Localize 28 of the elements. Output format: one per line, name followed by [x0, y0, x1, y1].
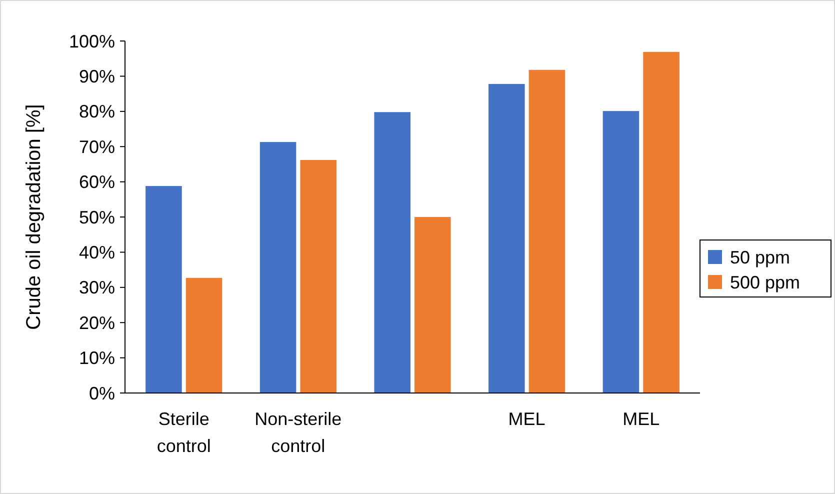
- y-tick-label: 80%: [78, 102, 115, 122]
- y-tick-label: 30%: [78, 278, 115, 298]
- x-tick-label: MEL: [508, 409, 546, 429]
- bar: [146, 186, 182, 393]
- y-tick-label: 50%: [78, 207, 115, 228]
- legend-label: 500 ppm: [730, 272, 800, 292]
- bar: [300, 160, 336, 393]
- legend-label: 50 ppm: [730, 247, 790, 268]
- y-axis-title: Crude oil degradation [%]: [23, 104, 45, 330]
- x-tick-label: MEL: [622, 409, 660, 429]
- bar: [374, 112, 410, 393]
- x-tick-label: Sterile control: [156, 409, 211, 456]
- y-tick-label: 100%: [68, 31, 115, 52]
- y-tick-label: 40%: [78, 242, 115, 262]
- y-tick-label: 20%: [78, 312, 115, 333]
- y-tick-label: 90%: [78, 66, 115, 86]
- y-tick-label: 0%: [88, 383, 115, 404]
- bar: [602, 111, 640, 393]
- bar: [488, 84, 525, 393]
- bar: [528, 70, 566, 393]
- y-tick-label: 10%: [78, 348, 115, 368]
- y-tick-label: 60%: [78, 172, 115, 192]
- bar: [186, 278, 222, 393]
- bar: [643, 52, 680, 393]
- bar: [260, 142, 296, 393]
- y-tick-label: 70%: [78, 136, 115, 157]
- bar: [414, 217, 451, 393]
- x-tick-label: Non-sterile control: [254, 409, 342, 456]
